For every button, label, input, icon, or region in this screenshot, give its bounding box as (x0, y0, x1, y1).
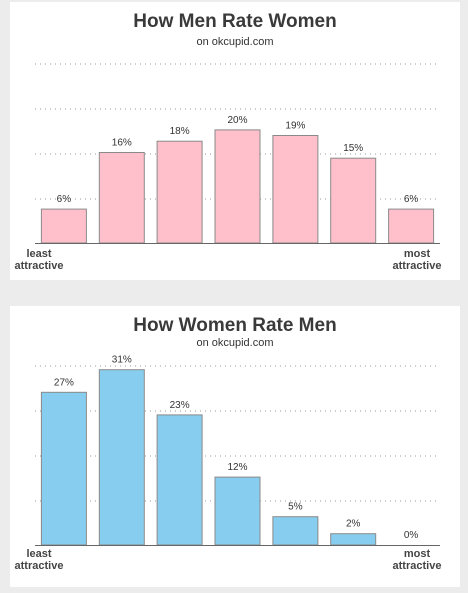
data-label: 20% (227, 115, 247, 126)
bar (388, 208, 435, 244)
data-label: 19% (285, 121, 305, 132)
most-label-line1: most (403, 248, 431, 260)
bar (214, 476, 261, 546)
bar (40, 208, 87, 244)
least-attractive-label: least attractive (4, 548, 74, 572)
bar (98, 152, 145, 244)
data-label: 6% (57, 194, 72, 205)
chart-subtitle: on okcupid.com (196, 36, 274, 48)
data-label: 18% (170, 126, 190, 137)
chart-panel-women-rate-men: How Women Rate Men on okcupid.com 27% 31%… (10, 306, 460, 587)
bar (330, 533, 377, 546)
bar (214, 129, 261, 244)
least-label-line1: least (26, 548, 52, 560)
bar (330, 157, 377, 244)
chart-title: How Men Rate Women (133, 11, 337, 32)
data-label: 27% (54, 377, 74, 388)
least-label-line2: attractive (14, 560, 64, 572)
data-label: 2% (346, 519, 361, 530)
bar (98, 369, 145, 546)
bar (272, 135, 319, 244)
chart-subtitle: on okcupid.com (196, 337, 274, 349)
most-attractive-label: most attractive (382, 548, 452, 572)
data-label: 12% (227, 462, 247, 473)
data-label: 15% (343, 143, 363, 154)
bar-chart-women-rate-men: 27% 31% 23% 12% 5% 2% 0% (35, 355, 440, 546)
data-label: 0% (404, 530, 419, 541)
data-label: 31% (112, 355, 132, 366)
bar-chart-men-rate-women: 6% 16% 18% 20% 19% 15% 6% (35, 63, 440, 244)
most-label-line1: most (403, 548, 431, 560)
least-attractive-label: least attractive (4, 248, 74, 272)
data-label: 16% (112, 138, 132, 149)
bar (272, 516, 319, 546)
bar (156, 414, 203, 546)
most-attractive-label: most attractive (382, 248, 452, 272)
bar (156, 140, 203, 244)
bar (40, 391, 87, 546)
chart-panel-men-rate-women: How Men Rate Women on okcupid.com 6% 16% 1… (10, 2, 460, 280)
least-label-line2: attractive (14, 260, 64, 272)
least-label-line1: least (26, 248, 52, 260)
data-label: 23% (170, 400, 190, 411)
most-label-line2: attractive (392, 260, 442, 272)
chart-title: How Women Rate Men (133, 315, 337, 336)
most-label-line2: attractive (392, 560, 442, 572)
data-label: 5% (288, 502, 303, 513)
data-label: 6% (404, 194, 419, 205)
